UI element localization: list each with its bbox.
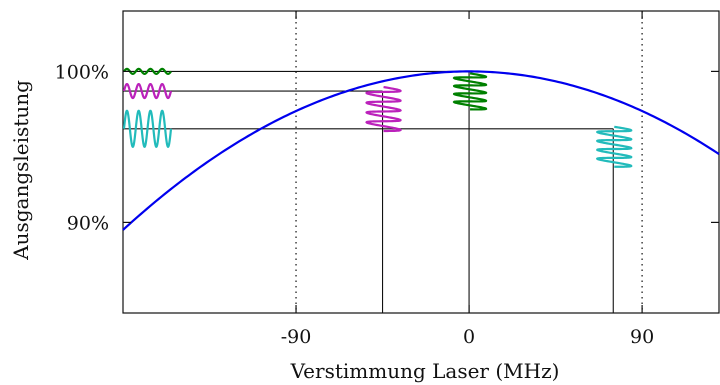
- y-tick-label: 90%: [67, 212, 109, 234]
- y-axis-title: Ausgangsleistung: [9, 80, 33, 261]
- output-wave-green: [123, 67, 172, 75]
- modulation-spring-cyan: [595, 125, 633, 168]
- output-wave-cyan: [122, 109, 173, 148]
- plot-frame: [122, 10, 720, 314]
- x-tick-label: 0: [463, 326, 475, 348]
- y-tick-label: 100%: [55, 61, 109, 83]
- modulation-spring-magenta: [365, 85, 402, 133]
- x-axis-title: Verstimmung Laser (MHz): [290, 359, 560, 383]
- modulation-spring-green: [452, 72, 488, 111]
- output-wave-magenta: [122, 82, 173, 100]
- output-power-curve: [122, 70, 720, 231]
- x-tick-label: -90: [281, 326, 312, 348]
- x-tick-label: 90: [630, 326, 654, 348]
